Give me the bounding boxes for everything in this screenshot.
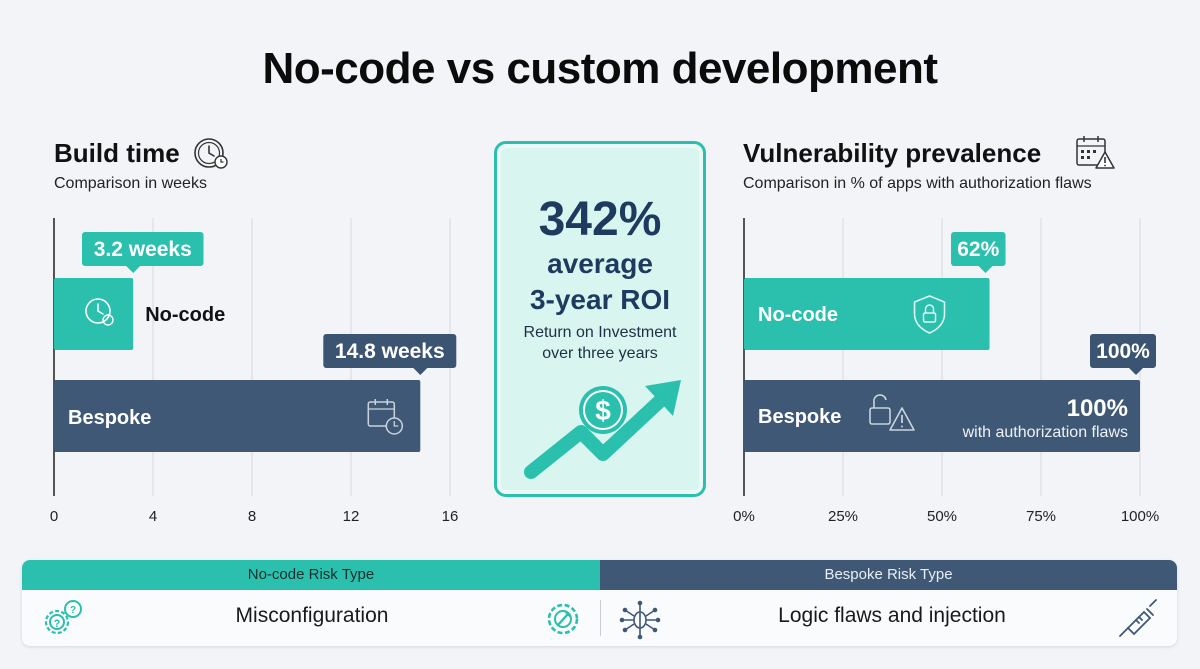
clock-icon-badge: [102, 314, 114, 326]
vuln-category-label: No-code: [758, 304, 838, 326]
build-x-tick-label: 16: [442, 508, 459, 525]
dollar-growth-arrow-icon: $: [524, 380, 681, 479]
bespoke-risk-header: Bespoke Risk Type: [600, 560, 1177, 590]
gear-wrench-icon: [547, 603, 579, 635]
roi-line-average: average: [547, 248, 653, 279]
build-bar-bespoke: [54, 380, 421, 452]
svg-text:$: $: [595, 395, 611, 426]
clock-icon-ring: [85, 298, 111, 324]
build-value-tag-pointer: [126, 266, 141, 273]
bespoke-risk-value: Logic flaws and injection: [778, 604, 1006, 627]
vulnerability-chart: 0% 25% 50% 75% 100% 62% No-code 100% Bespoke 100%…: [733, 218, 1159, 525]
vuln-value-tag-pointer: [978, 266, 993, 273]
calendar-icon-body: [367, 401, 396, 427]
vuln-value-tag: [951, 232, 1006, 266]
warning-dot: [901, 425, 903, 428]
calendar-clock-hands: [393, 421, 399, 427]
vuln-value-tag-pointer: [1129, 368, 1143, 375]
roi-line-3yr: 3-year ROI: [529, 284, 671, 315]
build-x-tick-label: 8: [248, 508, 256, 525]
build-value-tag-pointer: [413, 368, 428, 375]
vuln-category-label: Bespoke: [758, 406, 841, 428]
build-x-tick-label: 4: [149, 508, 157, 525]
calendar-warning-icon: [1076, 136, 1115, 169]
no-code-risk-value: Misconfiguration: [235, 604, 389, 627]
risk-type-strip: No-code Risk Type Bespoke Risk Type ? ? …: [22, 560, 1177, 646]
roi-value: 342%: [538, 193, 662, 246]
build-category-label: Bespoke: [68, 407, 151, 429]
svg-text:?: ?: [70, 605, 76, 616]
lock-shackle-icon: [924, 304, 935, 313]
build-x-tick-label: 0: [50, 508, 58, 525]
vuln-x-tick-label: 25%: [828, 508, 858, 525]
build-x-tick-label: 12: [343, 508, 360, 525]
shield-icon: [913, 295, 946, 334]
svg-text:?: ?: [54, 618, 61, 630]
build-value-tag: [323, 334, 457, 368]
build-time-chart: 0 4 8 12 16 3.2 weeks No-code 14.8 weeks Bespoke: [50, 218, 459, 525]
vuln-value-label: 100%: [1096, 340, 1150, 363]
unlock-shackle-icon: [873, 394, 887, 408]
vuln-x-tick-label: 0%: [733, 508, 755, 525]
vuln-x-tick-label: 75%: [1026, 508, 1056, 525]
no-code-risk-header: No-code Risk Type: [22, 560, 600, 590]
vulnerability-subtitle: Comparison in % of apps with authorizati…: [743, 175, 1092, 192]
roi-description-2: over three years: [542, 345, 658, 362]
lock-body-icon: [922, 312, 937, 323]
clock-icon-hands: [97, 303, 104, 315]
vuln-bar-bespoke: [744, 380, 1140, 452]
vulnerability-title: Vulnerability prevalence: [743, 138, 1042, 168]
roi-description-1: Return on Investment: [523, 324, 677, 341]
build-category-label: No-code: [145, 304, 225, 326]
clock-icon: [194, 138, 228, 169]
build-bar-no-code: [54, 278, 134, 350]
vuln-x-tick-label: 50%: [927, 508, 957, 525]
build-time-subtitle: Comparison in weeks: [54, 175, 207, 192]
bug-network-icon: [619, 600, 661, 640]
vuln-bespoke-inner-caption: with authorization flaws: [962, 424, 1128, 441]
vuln-bespoke-inner-value: 100%: [1067, 395, 1128, 422]
syringe-icon: [1119, 599, 1157, 637]
gear-question-icon: ? ?: [44, 600, 82, 635]
vuln-value-label: 62%: [957, 238, 999, 261]
shield-lock-icon: [913, 295, 946, 334]
unlocked-warning-icon: [869, 394, 915, 431]
vuln-x-tick-label: 100%: [1121, 508, 1159, 525]
page-title: No-code vs custom development: [262, 44, 938, 93]
calendar-clock-icon: [367, 399, 404, 435]
unlock-body-icon: [869, 407, 891, 425]
build-value-label: 14.8 weeks: [335, 340, 445, 363]
build-value-label: 3.2 weeks: [94, 238, 192, 261]
vuln-value-tag: [1090, 334, 1156, 368]
risk-divider: [600, 600, 601, 636]
build-value-tag: [82, 232, 204, 266]
build-time-title: Build time: [54, 138, 180, 168]
clock-icon: [85, 298, 114, 326]
roi-card: 342% average 3-year ROI Return on Invest…: [494, 141, 706, 497]
